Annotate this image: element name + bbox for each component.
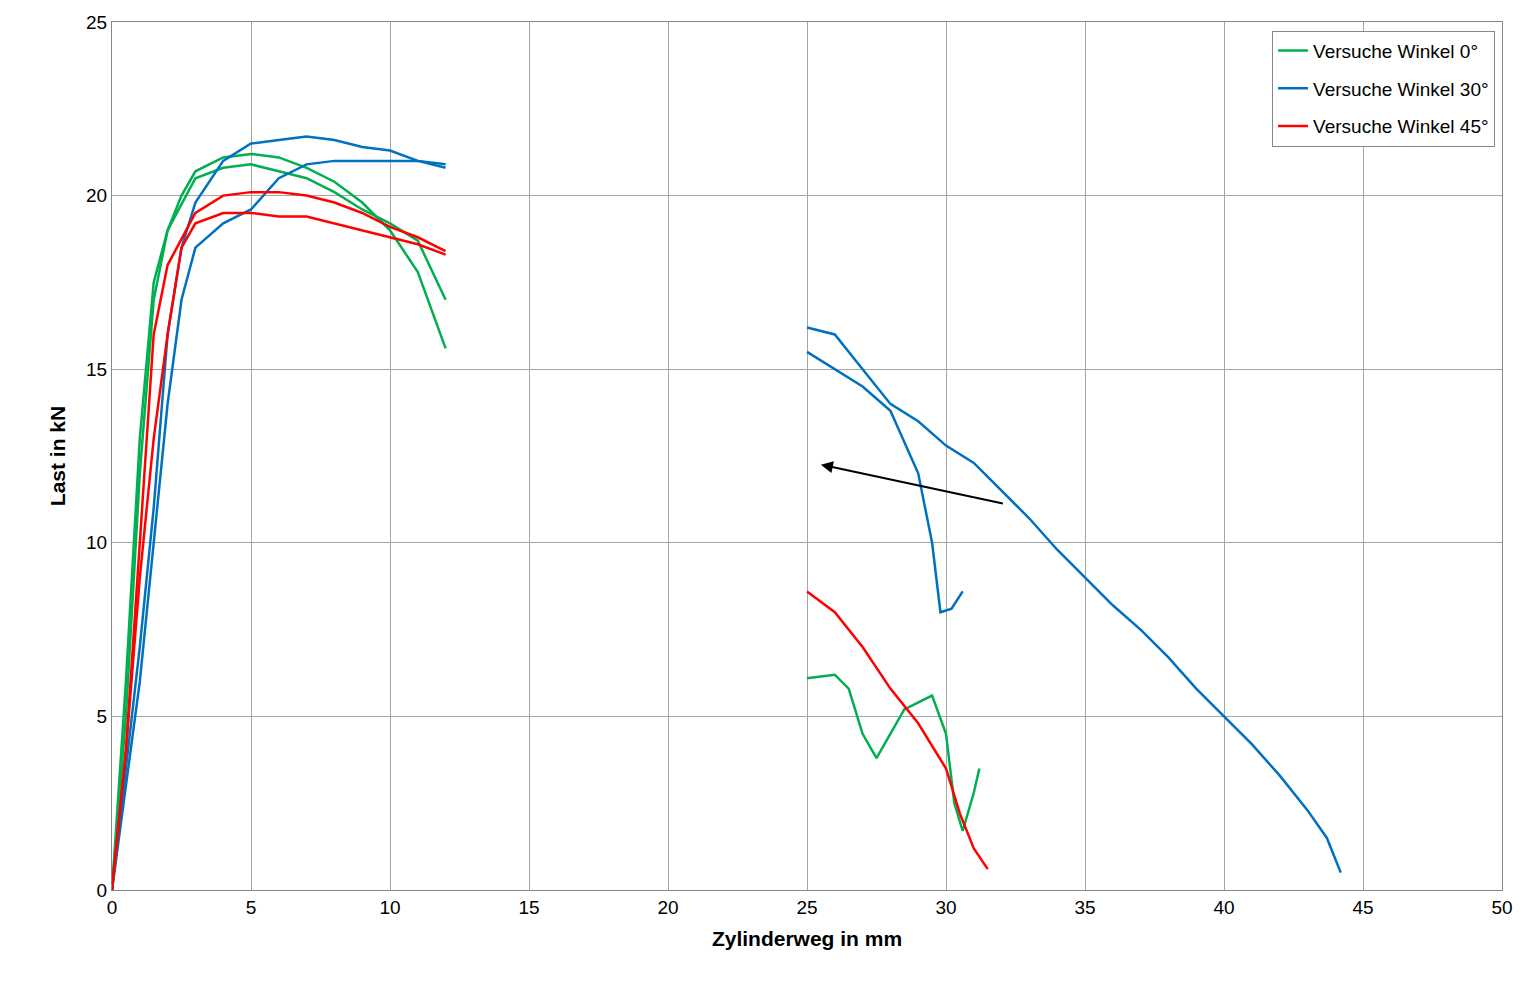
svg-text:30: 30 bbox=[935, 897, 956, 918]
svg-text:0: 0 bbox=[107, 897, 118, 918]
svg-text:25: 25 bbox=[796, 897, 817, 918]
svg-text:Last in kN: Last in kN bbox=[46, 406, 69, 506]
svg-text:15: 15 bbox=[518, 897, 539, 918]
svg-text:10: 10 bbox=[86, 532, 107, 553]
svg-text:25: 25 bbox=[86, 12, 107, 33]
svg-text:Zylinderweg in mm: Zylinderweg in mm bbox=[712, 927, 902, 950]
svg-text:5: 5 bbox=[97, 706, 108, 727]
svg-text:40: 40 bbox=[1213, 897, 1234, 918]
svg-text:20: 20 bbox=[86, 185, 107, 206]
svg-text:0: 0 bbox=[97, 880, 108, 901]
svg-text:Versuche Winkel 30°: Versuche Winkel 30° bbox=[1313, 79, 1489, 100]
svg-text:Versuche Winkel 45°: Versuche Winkel 45° bbox=[1313, 116, 1489, 137]
svg-text:50: 50 bbox=[1491, 897, 1512, 918]
svg-text:35: 35 bbox=[1074, 897, 1095, 918]
svg-text:20: 20 bbox=[657, 897, 678, 918]
svg-text:5: 5 bbox=[246, 897, 257, 918]
svg-text:Versuche Winkel 0°: Versuche Winkel 0° bbox=[1313, 41, 1478, 62]
svg-text:10: 10 bbox=[379, 897, 400, 918]
svg-text:45: 45 bbox=[1352, 897, 1373, 918]
svg-text:15: 15 bbox=[86, 359, 107, 380]
